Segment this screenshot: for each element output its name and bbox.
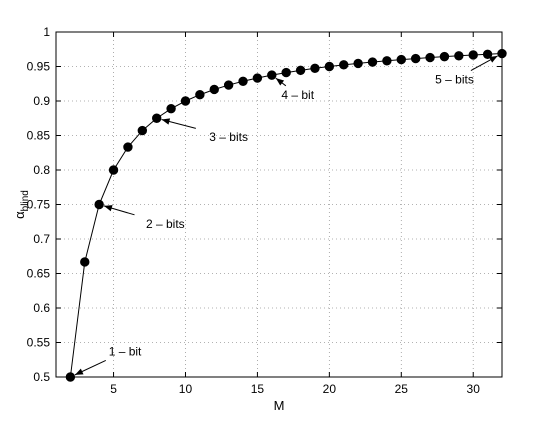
x-tick-label: 20 <box>323 382 337 396</box>
data-point <box>209 84 219 95</box>
data-point <box>152 113 162 123</box>
y-tick-label: 0.6 <box>33 301 50 315</box>
data-point <box>353 58 363 69</box>
y-tick-label: 0.5 <box>33 370 50 384</box>
y-tick-label: 0.8 <box>33 163 50 177</box>
data-series <box>65 48 507 382</box>
data-point <box>468 50 478 60</box>
y-tick-label: 0.7 <box>33 232 50 246</box>
data-point <box>367 57 378 67</box>
data-point <box>382 56 392 66</box>
data-point <box>94 199 104 210</box>
data-point <box>195 90 205 100</box>
data-point <box>497 48 507 59</box>
annotation-label: 2 – bits <box>146 217 185 231</box>
grid-lines <box>56 32 502 377</box>
data-point <box>223 80 234 90</box>
annotation-label: 3 – bits <box>209 130 248 144</box>
y-tick-label: 0.75 <box>27 198 51 212</box>
x-axis-label: M <box>274 398 285 413</box>
annotation-arrow-head <box>74 368 84 375</box>
data-point <box>267 70 277 80</box>
data-point <box>137 125 148 136</box>
data-point <box>410 53 421 64</box>
x-tick-label: 15 <box>251 382 265 396</box>
annotations: 1 – bit 2 – bits 3 – bits 4 – bit 5 – bits <box>74 55 498 376</box>
data-point <box>281 67 291 78</box>
y-axis-label-subscript: blind <box>20 190 31 211</box>
x-tick-label: 5 <box>110 382 117 396</box>
data-point <box>324 61 335 72</box>
data-point <box>425 52 435 63</box>
data-point <box>482 49 493 59</box>
data-point <box>180 96 191 106</box>
data-point <box>295 65 306 76</box>
y-tick-label: 1 <box>43 25 50 39</box>
data-point <box>396 54 406 65</box>
data-point <box>80 257 90 267</box>
x-tick-label: 30 <box>467 382 481 396</box>
annotation-label: 5 – bits <box>435 73 474 87</box>
data-point <box>123 142 133 152</box>
annotation-arrow-head <box>161 118 171 125</box>
y-tick-label: 0.55 <box>27 336 51 350</box>
data-point <box>65 372 76 382</box>
annotation-arrow-head <box>103 205 113 212</box>
data-point <box>439 51 450 62</box>
series-line <box>69 53 503 378</box>
annotation-label: 1 – bit <box>109 344 142 358</box>
x-tick-label: 25 <box>395 382 409 396</box>
annotation-arrow-head <box>489 55 498 63</box>
data-point <box>108 165 119 175</box>
y-axis-label-main: α <box>12 211 27 219</box>
annotation-label: 4 – bit <box>281 88 314 102</box>
data-point <box>339 60 349 70</box>
y-tick-label: 0.85 <box>27 129 51 143</box>
x-tick-label: 10 <box>179 382 193 396</box>
y-axis-label: αblind <box>12 190 31 219</box>
y-tick-label: 0.95 <box>27 60 51 74</box>
data-point <box>238 76 248 86</box>
y-tick-label: 0.65 <box>27 267 51 281</box>
y-tick-label: 0.9 <box>33 94 50 108</box>
annotation-arrow-head <box>275 78 285 86</box>
data-point <box>310 63 320 73</box>
data-point <box>252 73 263 83</box>
axis-ticks: 5 10 15 20 25 30 0.5 0.55 0.6 0.65 0.7 0.75 0.8 0.85 0… <box>27 25 502 396</box>
data-point <box>166 103 176 114</box>
data-point <box>454 51 464 61</box>
